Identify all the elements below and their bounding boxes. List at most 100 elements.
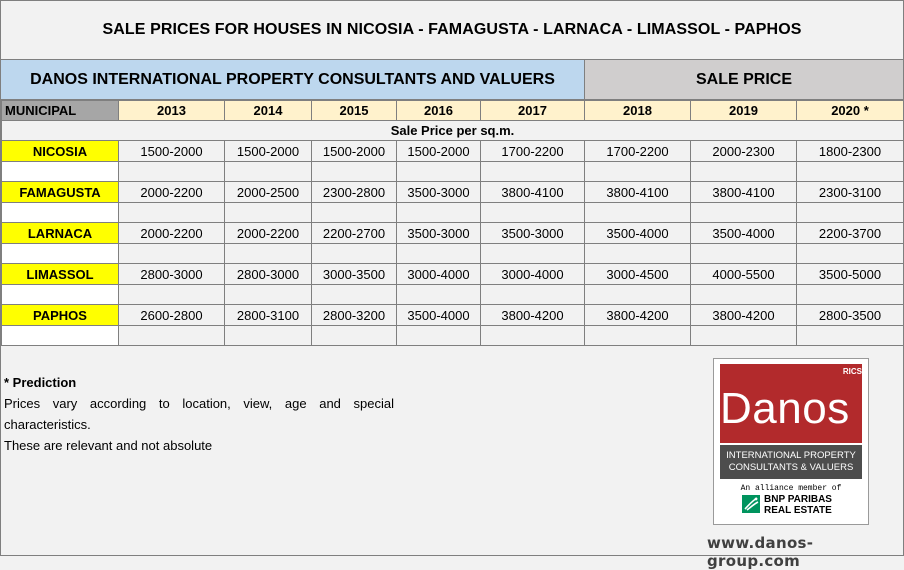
price-range-cell: 1500-2000 <box>118 140 225 162</box>
empty-cell <box>311 243 397 264</box>
table-row: PAPHOS 2600-2800 2800-3100 2800-3200 3500-40… <box>1 304 904 326</box>
empty-cell <box>224 202 312 223</box>
price-range-cell: 1700-2200 <box>480 140 585 162</box>
price-range-cell: 3500-4000 <box>396 304 481 326</box>
spacer-row <box>1 161 904 182</box>
empty-cell <box>396 161 481 182</box>
spacer-row <box>1 202 904 223</box>
empty-cell <box>1 202 119 223</box>
table-row: LARNACA 2000-2200 2000-2200 2200-2700 3500-3… <box>1 222 904 244</box>
empty-cell <box>1 243 119 264</box>
price-range-cell: 3800-4100 <box>480 181 585 203</box>
page-title: SALE PRICES FOR HOUSES IN NICOSIA - FAMA… <box>1 1 903 60</box>
spacer-row <box>1 325 904 346</box>
year-header: 2016 <box>396 100 481 121</box>
bnp-line: REAL ESTATE <box>764 505 832 516</box>
price-range-cell: 2000-2300 <box>690 140 797 162</box>
price-range-cell: 3800-4100 <box>690 181 797 203</box>
empty-cell <box>311 325 397 346</box>
price-table: MUNICIPAL 2013 2014 2015 2016 2017 2018 … <box>1 100 904 346</box>
year-header: 2019 <box>690 100 797 121</box>
price-range-cell: 3000-3500 <box>311 263 397 285</box>
price-range-cell: 3000-4000 <box>480 263 585 285</box>
table-row: LIMASSOL 2800-3000 2800-3000 3000-3500 3000-… <box>1 263 904 285</box>
price-range-cell: 2800-3000 <box>118 263 225 285</box>
empty-cell <box>224 161 312 182</box>
empty-cell <box>584 325 691 346</box>
empty-cell <box>480 161 585 182</box>
price-range-cell: 1700-2200 <box>584 140 691 162</box>
empty-cell <box>796 284 904 305</box>
price-range-cell: 2300-2800 <box>311 181 397 203</box>
empty-cell <box>1 325 119 346</box>
price-range-cell: 2000-2500 <box>224 181 312 203</box>
year-header: 2020 * <box>796 100 904 121</box>
company-header: DANOS INTERNATIONAL PROPERTY CONSULTANTS… <box>1 60 585 100</box>
notes: * Prediction Prices vary according to lo… <box>4 372 394 456</box>
municipal-header: MUNICIPAL <box>1 100 119 121</box>
subheader-row: Sale Price per sq.m. <box>1 120 904 141</box>
empty-cell <box>118 325 225 346</box>
empty-cell <box>396 243 481 264</box>
empty-cell <box>311 284 397 305</box>
logo-tagline-line: CONSULTANTS & VALUERS <box>728 462 854 473</box>
municipality-name: PAPHOS <box>1 304 119 326</box>
year-header-row: MUNICIPAL 2013 2014 2015 2016 2017 2018 … <box>1 100 904 121</box>
empty-cell <box>396 284 481 305</box>
price-range-cell: 2000-2200 <box>118 222 225 244</box>
bnp-paribas-text: BNP PARIBAS REAL ESTATE <box>764 494 832 516</box>
price-range-cell: 3800-4200 <box>584 304 691 326</box>
empty-cell <box>584 243 691 264</box>
price-range-cell: 2000-2200 <box>224 222 312 244</box>
year-header: 2014 <box>224 100 312 121</box>
empty-cell <box>796 202 904 223</box>
price-range-cell: 3800-4100 <box>584 181 691 203</box>
empty-cell <box>584 202 691 223</box>
municipality-name: LIMASSOL <box>1 263 119 285</box>
empty-cell <box>690 161 797 182</box>
empty-cell <box>796 243 904 264</box>
price-range-cell: 1800-2300 <box>796 140 904 162</box>
empty-cell <box>118 202 225 223</box>
empty-cell <box>690 325 797 346</box>
empty-cell <box>480 202 585 223</box>
price-range-cell: 2200-3700 <box>796 222 904 244</box>
danos-logo: RICS Danos INTERNATIONAL PROPERTY CONSUL… <box>713 358 869 525</box>
empty-cell <box>1 161 119 182</box>
price-range-cell: 3500-4000 <box>690 222 797 244</box>
empty-cell <box>480 284 585 305</box>
price-range-cell: 2800-3200 <box>311 304 397 326</box>
price-range-cell: 1500-2000 <box>396 140 481 162</box>
rics-mark: RICS <box>842 367 862 376</box>
empty-cell <box>690 202 797 223</box>
table-row: NICOSIA 1500-2000 1500-2000 1500-2000 1500-2… <box>1 140 904 162</box>
price-range-cell: 3500-3000 <box>396 222 481 244</box>
sale-price-header: SALE PRICE <box>585 60 903 100</box>
prediction-note: * Prediction <box>4 375 77 390</box>
empty-cell <box>396 202 481 223</box>
empty-cell <box>690 284 797 305</box>
empty-cell <box>311 202 397 223</box>
year-header: 2013 <box>118 100 225 121</box>
municipality-name: LARNACA <box>1 222 119 244</box>
price-range-cell: 3500-3000 <box>480 222 585 244</box>
price-range-cell: 3500-3000 <box>396 181 481 203</box>
logo-tagline-line: INTERNATIONAL PROPERTY <box>726 450 856 461</box>
alliance-text: An alliance member of <box>740 484 842 493</box>
price-range-cell: 2600-2800 <box>118 304 225 326</box>
price-range-cell: 3000-4000 <box>396 263 481 285</box>
bnp-line: BNP PARIBAS <box>764 494 832 505</box>
price-range-cell: 2200-2700 <box>311 222 397 244</box>
empty-cell <box>396 325 481 346</box>
price-range-cell: 2800-3000 <box>224 263 312 285</box>
empty-cell <box>796 161 904 182</box>
price-range-cell: 3000-4500 <box>584 263 691 285</box>
year-header: 2017 <box>480 100 585 121</box>
year-header: 2018 <box>584 100 691 121</box>
municipality-name: NICOSIA <box>1 140 119 162</box>
empty-cell <box>118 243 225 264</box>
spacer-row <box>1 284 904 305</box>
price-range-cell: 2800-3500 <box>796 304 904 326</box>
empty-cell <box>1 284 119 305</box>
empty-cell <box>796 325 904 346</box>
